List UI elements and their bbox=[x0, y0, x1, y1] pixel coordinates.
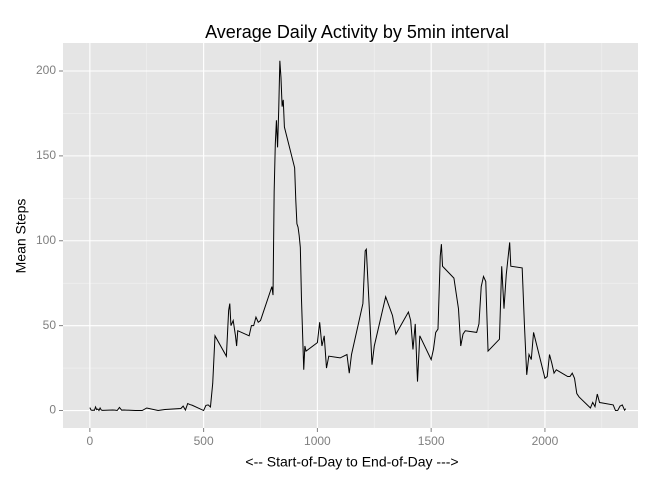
y-axis-title: Mean Steps bbox=[13, 199, 29, 274]
x-tick-label: 2000 bbox=[532, 434, 559, 448]
x-tick-label: 0 bbox=[87, 434, 94, 448]
x-tick-label: 1000 bbox=[304, 434, 331, 448]
x-tick-label: 500 bbox=[194, 434, 214, 448]
y-tick-label: 200 bbox=[36, 63, 56, 77]
y-tick-label: 100 bbox=[36, 233, 56, 247]
y-tick-label: 150 bbox=[36, 148, 56, 162]
x-tick-label: 1500 bbox=[418, 434, 445, 448]
chart-title: Average Daily Activity by 5min interval bbox=[205, 22, 509, 42]
data-line bbox=[89, 60, 627, 412]
plot-background bbox=[63, 43, 638, 428]
y-tick-label: 50 bbox=[43, 318, 57, 332]
x-axis-title: <-- Start-of-Day to End-of-Day ---> bbox=[245, 454, 458, 470]
y-tick-label: 0 bbox=[49, 403, 56, 417]
